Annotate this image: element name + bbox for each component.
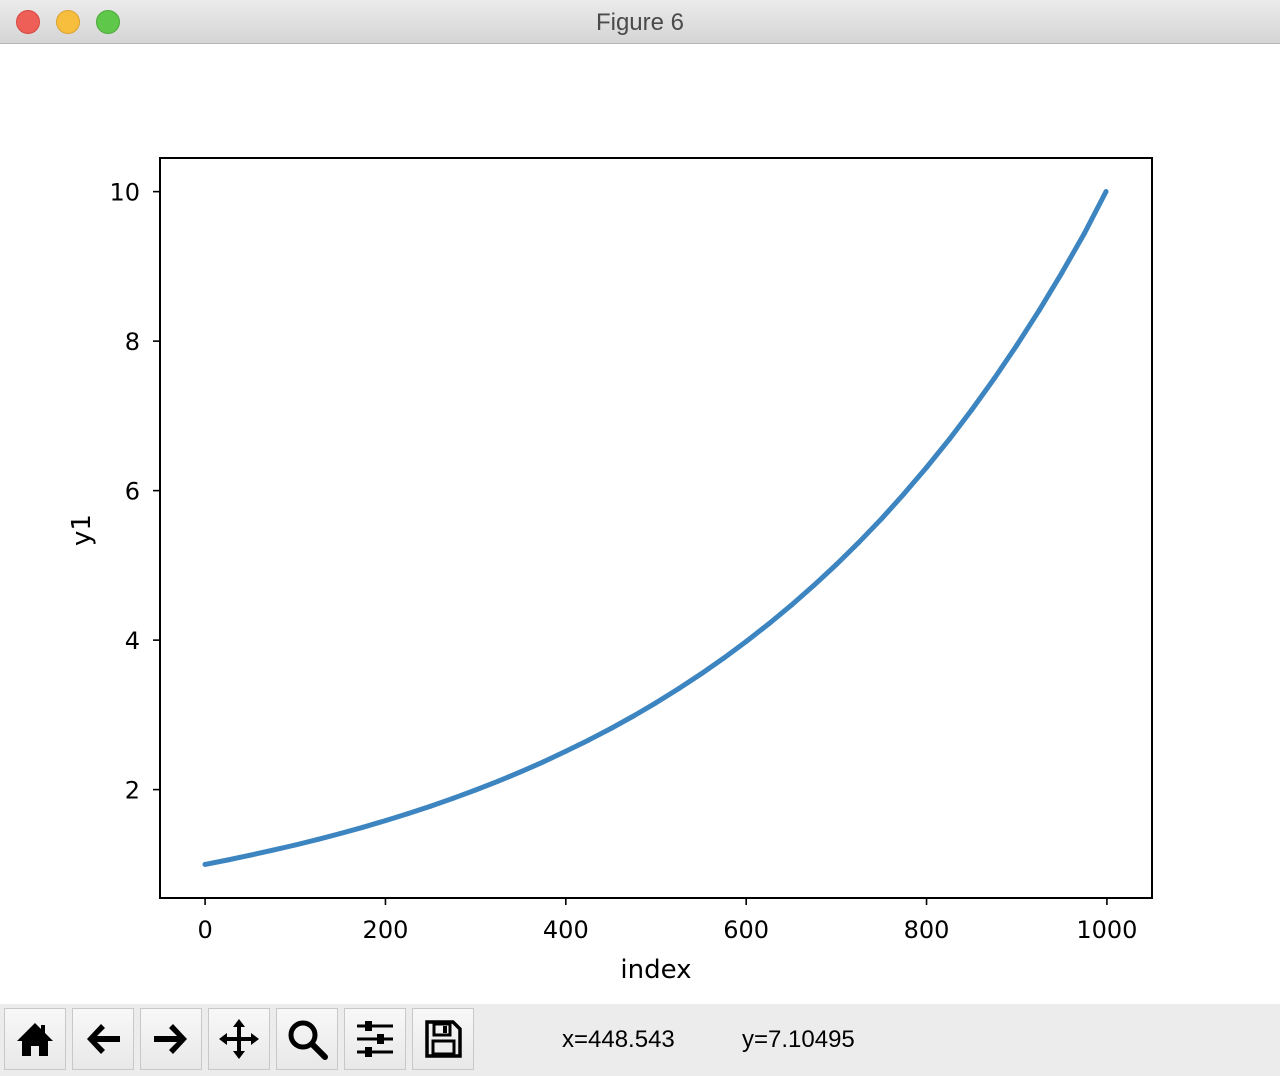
y-axis-label: y1 xyxy=(67,514,97,546)
save-button[interactable] xyxy=(412,1008,474,1070)
data-point xyxy=(901,491,907,497)
x-coordinate-readout: x=448.543 xyxy=(562,1026,675,1053)
data-point xyxy=(924,464,930,470)
data-point xyxy=(292,842,298,848)
data-point xyxy=(428,803,434,809)
data-point xyxy=(247,852,253,858)
data-point xyxy=(495,778,501,784)
y-tick-label: 4 xyxy=(125,627,140,655)
window-title: Figure 6 xyxy=(595,9,685,36)
data-point xyxy=(969,407,975,413)
window-titlebar: Figure 6 xyxy=(0,0,1280,44)
y-tick-label: 8 xyxy=(125,328,140,356)
close-window-button[interactable] xyxy=(16,10,40,34)
forward-button[interactable] xyxy=(140,1008,202,1070)
save-icon xyxy=(425,1020,462,1058)
series-line xyxy=(202,189,1109,867)
data-point xyxy=(766,621,772,627)
data-point xyxy=(270,847,276,853)
maximize-window-button[interactable] xyxy=(96,10,120,34)
zoom-button[interactable] xyxy=(276,1008,338,1070)
y-coordinate-readout: y=7.10495 xyxy=(742,1026,855,1053)
data-point xyxy=(743,639,749,645)
data-point xyxy=(225,857,231,863)
data-point xyxy=(1036,307,1042,313)
back-arrow-icon xyxy=(87,1024,120,1054)
data-point xyxy=(202,861,208,867)
forward-arrow-icon xyxy=(154,1024,187,1054)
figure-canvas: 0 200 400 600 800 1000 2 4 6 8 10 index y1 xyxy=(67,157,1153,985)
pan-icon xyxy=(219,1019,259,1059)
data-point xyxy=(360,824,366,830)
data-point xyxy=(608,725,614,731)
x-tick-label: 1000 xyxy=(1076,916,1137,944)
data-point xyxy=(473,787,479,793)
configure-subplots-button[interactable] xyxy=(344,1008,406,1070)
configure-subplots-icon xyxy=(357,1021,393,1057)
y-tick-label: 10 xyxy=(109,179,140,207)
x-tick-label: 0 xyxy=(197,916,212,944)
zoom-icon xyxy=(288,1020,328,1060)
data-point xyxy=(856,539,862,545)
data-point xyxy=(518,769,524,775)
data-point xyxy=(946,437,952,443)
y-tick-label: 6 xyxy=(125,478,140,506)
data-point xyxy=(653,700,659,706)
data-point xyxy=(878,516,884,522)
x-tick-label: 400 xyxy=(543,916,589,944)
data-point xyxy=(585,737,591,743)
data-point xyxy=(405,811,411,817)
data-point xyxy=(1081,230,1087,236)
home-button[interactable] xyxy=(4,1008,66,1070)
data-point xyxy=(1059,270,1065,276)
data-point xyxy=(630,713,636,719)
x-tick-label: 800 xyxy=(904,916,950,944)
data-point xyxy=(382,818,388,824)
data-point xyxy=(788,602,794,608)
x-tick-label: 200 xyxy=(363,916,409,944)
data-point xyxy=(315,836,321,842)
data-point xyxy=(833,561,839,567)
data-point xyxy=(337,830,343,836)
data-point xyxy=(1014,342,1020,348)
data-point xyxy=(811,582,817,588)
x-tick-label: 600 xyxy=(723,916,769,944)
pan-button[interactable] xyxy=(208,1008,270,1070)
y-tick-label: 2 xyxy=(125,777,140,805)
back-button[interactable] xyxy=(72,1008,134,1070)
navigation-toolbar: x=448.543 y=7.10495 xyxy=(0,1004,1280,1076)
minimize-window-button[interactable] xyxy=(56,10,80,34)
data-point xyxy=(991,376,997,382)
axes-frame xyxy=(159,157,1153,899)
data-point xyxy=(540,759,546,765)
data-point xyxy=(450,795,456,801)
home-icon xyxy=(17,1023,53,1056)
x-axis-label: index xyxy=(620,955,691,985)
data-point xyxy=(1103,189,1109,195)
data-point xyxy=(698,671,704,677)
data-point xyxy=(563,748,569,754)
data-point xyxy=(721,655,727,661)
data-point xyxy=(676,686,682,692)
